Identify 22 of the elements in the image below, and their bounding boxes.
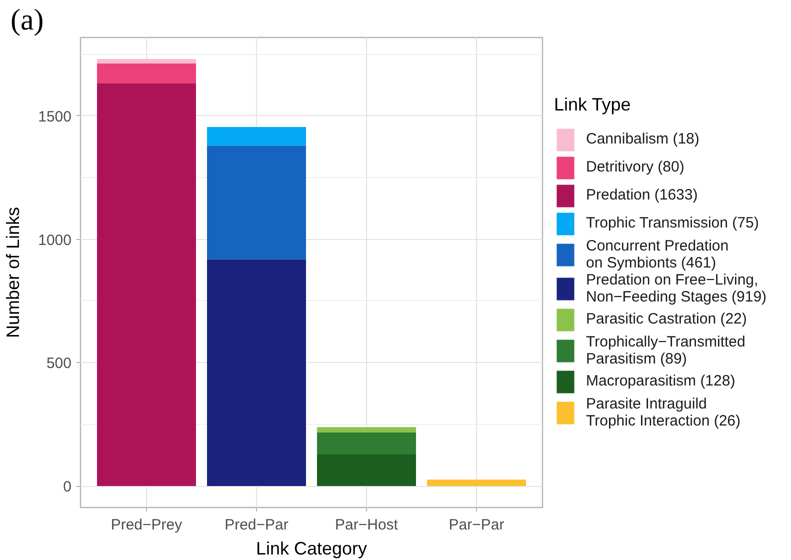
y-axis-title: Number of Links — [3, 206, 24, 338]
legend-label: Trophic Transmission (75) — [586, 214, 759, 234]
y-tick-label: 500 — [46, 355, 72, 372]
legend-label: Parasitic Castration (22) — [586, 310, 747, 330]
legend-label: Predation on Free−Living, Non−Feeding Stages (919) — [586, 271, 767, 305]
legend-label: Detritivory (80) — [586, 158, 684, 178]
y-tick-label: 1500 — [38, 108, 72, 126]
x-axis-title: Link Category — [256, 538, 368, 558]
y-tick-label: 1000 — [38, 232, 72, 249]
legend-label: Parasite Intraguild Trophic Interaction (26) — [586, 395, 741, 429]
legend-label: Macroparasitism (128) — [586, 372, 736, 392]
x-tick-label: Pred−Par — [224, 516, 288, 534]
x-tick-label: Par−Par — [448, 516, 504, 534]
legend-label: Concurrent Predation on Symbionts (461) — [586, 237, 729, 271]
legend-label: Trophically−Transmitted Parasitism (89) — [586, 333, 746, 367]
legend-label: Predation (1633) — [586, 186, 698, 206]
y-tick-label: 0 — [63, 478, 72, 496]
legend-title: Link Type — [554, 94, 632, 115]
x-tick-label: Par−Host — [335, 516, 399, 534]
legend-label: Cannibalism (18) — [586, 130, 700, 150]
x-tick-label: Pred−Prey — [110, 516, 183, 534]
chart-title: (a) — [10, 4, 44, 36]
